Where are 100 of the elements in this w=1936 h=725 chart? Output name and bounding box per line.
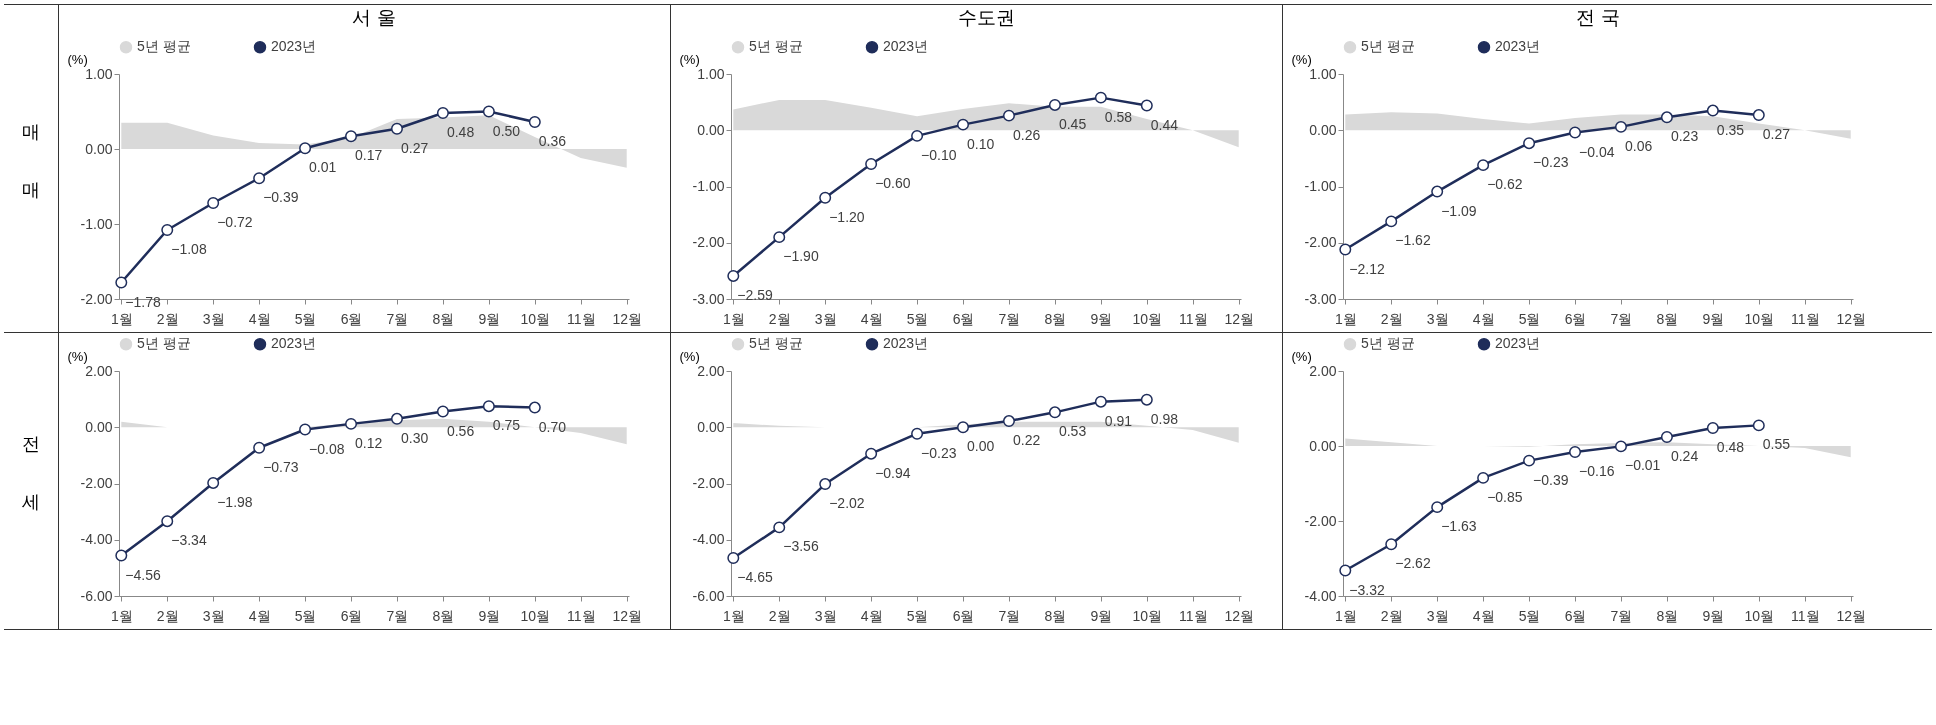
data-label: 0.23 [1670,128,1699,145]
x-tick-label: 7월 [1610,310,1633,327]
data-label: −2.59 [737,286,773,303]
x-tick-label: 11월 [1178,310,1208,327]
x-tick-label: 1월 [110,310,133,327]
data-label: 0.53 [1058,423,1087,440]
x-tick-label: 5월 [1518,310,1541,327]
x-tick-label: 10월 [1132,310,1163,327]
x-tick-label: 12월 [612,607,642,624]
x-tick-label: 6월 [340,310,363,327]
data-label: 0.27 [400,139,429,156]
legend-label: 2023년 [1495,38,1541,55]
y-axis-title: (%) [679,348,700,364]
data-label: −0.39 [1533,471,1569,488]
data-label: −2.02 [829,495,865,512]
x-tick-label: 12월 [1836,607,1866,624]
legend-label: 5년 평균 [137,335,191,352]
x-tick-label: 4월 [860,310,883,327]
data-label: −0.85 [1487,488,1523,505]
data-label: 0.26 [1012,126,1041,143]
x-tick-label: 2월 [768,310,791,327]
text: 매매 [4,5,59,332]
data-label: 0.17 [355,147,383,164]
legend-label: 5년 평균 [137,38,191,55]
x-tick-label: 5월 [294,607,317,624]
data-label: −3.56 [783,538,819,555]
legend-label: 2023년 [1495,335,1541,352]
data-label: 0.45 [1058,115,1087,132]
x-tick-label: 3월 [202,607,225,624]
chart-title: 서 울 [352,7,396,28]
x-tick-label: 4월 [248,310,271,327]
x-tick-label: 4월 [1472,607,1495,624]
data-label: −0.94 [875,464,911,481]
y-tick-label: 0.00 [1309,437,1337,454]
data-label: −0.08 [309,440,345,457]
data-label: 0.75 [492,417,521,434]
data-label: −1.62 [1395,232,1431,249]
x-tick-label: 7월 [998,310,1021,327]
data-label: −3.34 [171,532,207,549]
data-label: 0.35 [1716,121,1745,138]
data-label: −0.23 [921,444,957,461]
legend-label: 2023년 [883,335,929,352]
y-tick-label: -2.00 [80,290,113,307]
y-axis-title: (%) [1291,51,1312,67]
data-label: 0.48 [1716,439,1745,455]
data-label: −0.16 [1579,463,1615,479]
x-tick-label: 8월 [1656,310,1679,327]
x-tick-label: 9월 [1702,607,1725,624]
legend-label: 2023년 [883,38,929,55]
x-tick-label: 9월 [1702,310,1725,327]
y-axis-title: (%) [1291,348,1312,364]
x-tick-label: 2월 [1380,310,1403,327]
y-tick-label: -4.00 [80,531,113,548]
x-tick-label: 8월 [1656,607,1679,624]
x-tick-label: 3월 [814,607,837,624]
y-tick-label: 2.00 [85,362,113,379]
x-tick-label: 7월 [998,607,1021,624]
y-tick-label: 1.00 [85,65,113,82]
data-label: 0.58 [1104,108,1133,125]
x-tick-label: 3월 [814,310,837,327]
x-tick-label: 3월 [1426,310,1449,327]
y-tick-label: 0.00 [697,418,725,435]
x-tick-label: 9월 [478,310,501,327]
data-label: 0.06 [1624,137,1653,154]
x-tick-label: 8월 [432,310,455,327]
x-tick-label: 10월 [520,607,551,624]
data-label: 0.22 [1012,432,1041,449]
y-axis-title: (%) [679,51,700,67]
y-tick-label: -2.00 [1304,234,1337,251]
x-tick-label: 1월 [722,310,745,327]
data-label: 0.55 [1762,436,1791,453]
x-tick-label: 11월 [1790,607,1820,624]
data-label: −0.60 [875,175,911,191]
data-label: 0.27 [1762,126,1791,143]
data-label: −1.63 [1441,518,1477,535]
y-axis-title: (%) [67,348,88,364]
legend-label: 5년 평균 [1361,38,1415,55]
y-tick-label: 1.00 [697,65,725,82]
x-tick-label: 5월 [906,310,929,327]
x-tick-label: 10월 [1744,310,1775,327]
y-tick-label: -2.00 [692,234,725,251]
y-tick-label: -6.00 [80,587,113,604]
x-tick-label: 7월 [386,607,409,624]
x-tick-label: 7월 [386,310,409,327]
data-label: 0.01 [309,159,337,176]
x-tick-label: 9월 [1090,607,1113,624]
x-tick-label: 1월 [722,607,745,624]
x-tick-label: 9월 [1090,310,1113,327]
data-label: 0.30 [400,429,429,446]
data-label: −4.65 [737,569,773,586]
data-label: 0.24 [1670,448,1699,464]
x-tick-label: 1월 [1334,310,1357,327]
data-label: 0.70 [538,418,567,435]
data-label: 0.98 [1150,410,1179,427]
x-tick-label: 2월 [768,607,791,624]
y-tick-label: -2.00 [1304,512,1337,529]
y-tick-label: 2.00 [1309,362,1337,379]
y-tick-label: -2.00 [80,475,113,491]
x-tick-label: 3월 [1426,607,1449,624]
data-label: −1.08 [171,241,207,257]
